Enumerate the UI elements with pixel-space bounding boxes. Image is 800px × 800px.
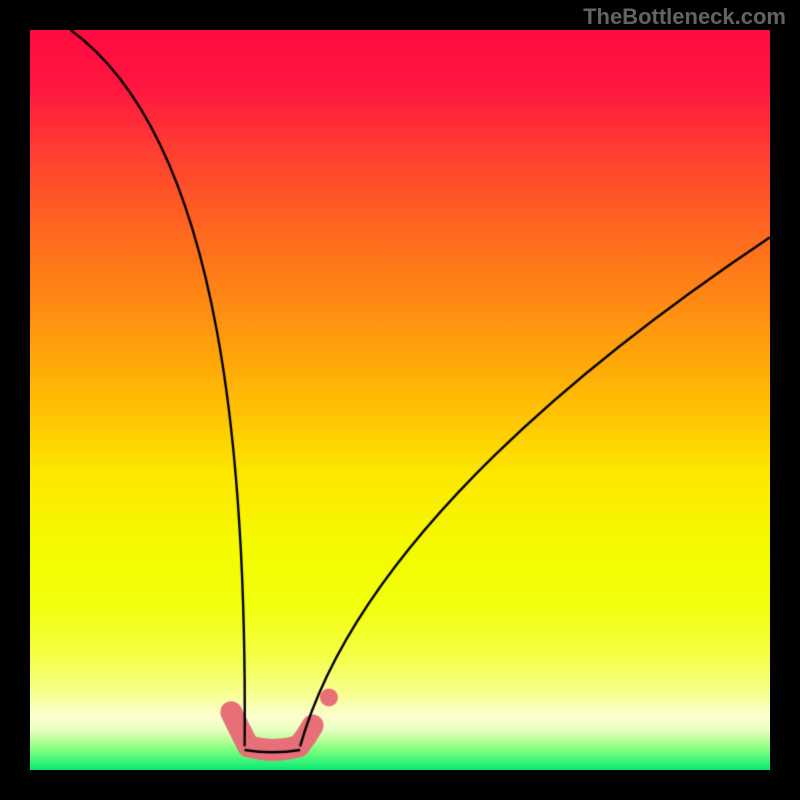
watermark-text: TheBottleneck.com (583, 4, 786, 30)
bottleneck-v-curve (30, 30, 770, 770)
chart-frame (0, 0, 800, 800)
plot-area (30, 30, 770, 770)
